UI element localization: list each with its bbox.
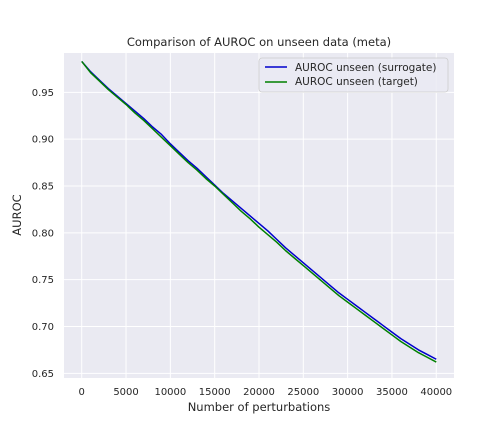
x-tick-label: 15000 bbox=[199, 387, 231, 398]
legend-label-target: AUROC unseen (target) bbox=[295, 76, 418, 88]
y-tick-label: 0.95 bbox=[32, 88, 54, 99]
y-tick-label: 0.70 bbox=[32, 322, 54, 333]
y-tick-label: 0.85 bbox=[32, 181, 54, 192]
y-tick-label: 0.75 bbox=[32, 275, 54, 286]
y-tick-label: 0.90 bbox=[32, 135, 54, 146]
series-line-surrogate bbox=[81, 60, 437, 360]
series-lines bbox=[81, 60, 437, 363]
x-tick-label: 10000 bbox=[154, 387, 186, 398]
x-tick-labels: 0 5000 10000 15000 20000 25000 30000 35000 40000 bbox=[79, 387, 453, 398]
y-tick-label: 0.65 bbox=[32, 369, 54, 380]
series-line-target bbox=[81, 60, 437, 363]
x-tick-label: 40000 bbox=[420, 387, 452, 398]
legend-label-surrogate: AUROC unseen (surrogate) bbox=[295, 62, 436, 74]
x-tick-label: 30000 bbox=[332, 387, 364, 398]
x-tick-label: 20000 bbox=[243, 387, 275, 398]
x-tick-label: 0 bbox=[79, 387, 85, 398]
chart-title: Comparison of AUROC on unseen data (meta… bbox=[127, 35, 391, 49]
y-axis-label: AUROC bbox=[10, 194, 24, 235]
legend-box bbox=[258, 57, 449, 93]
x-axis-label: Number of perturbations bbox=[188, 400, 331, 414]
x-tick-label: 35000 bbox=[376, 387, 408, 398]
x-tick-label: 5000 bbox=[113, 387, 138, 398]
grid-lines bbox=[64, 53, 454, 378]
y-tick-labels: 0.65 0.70 0.75 0.80 0.85 0.90 0.95 bbox=[32, 88, 54, 380]
legend: AUROC unseen (surrogate) AUROC unseen (t… bbox=[258, 57, 449, 93]
y-tick-label: 0.80 bbox=[32, 228, 54, 239]
x-tick-label: 25000 bbox=[287, 387, 319, 398]
